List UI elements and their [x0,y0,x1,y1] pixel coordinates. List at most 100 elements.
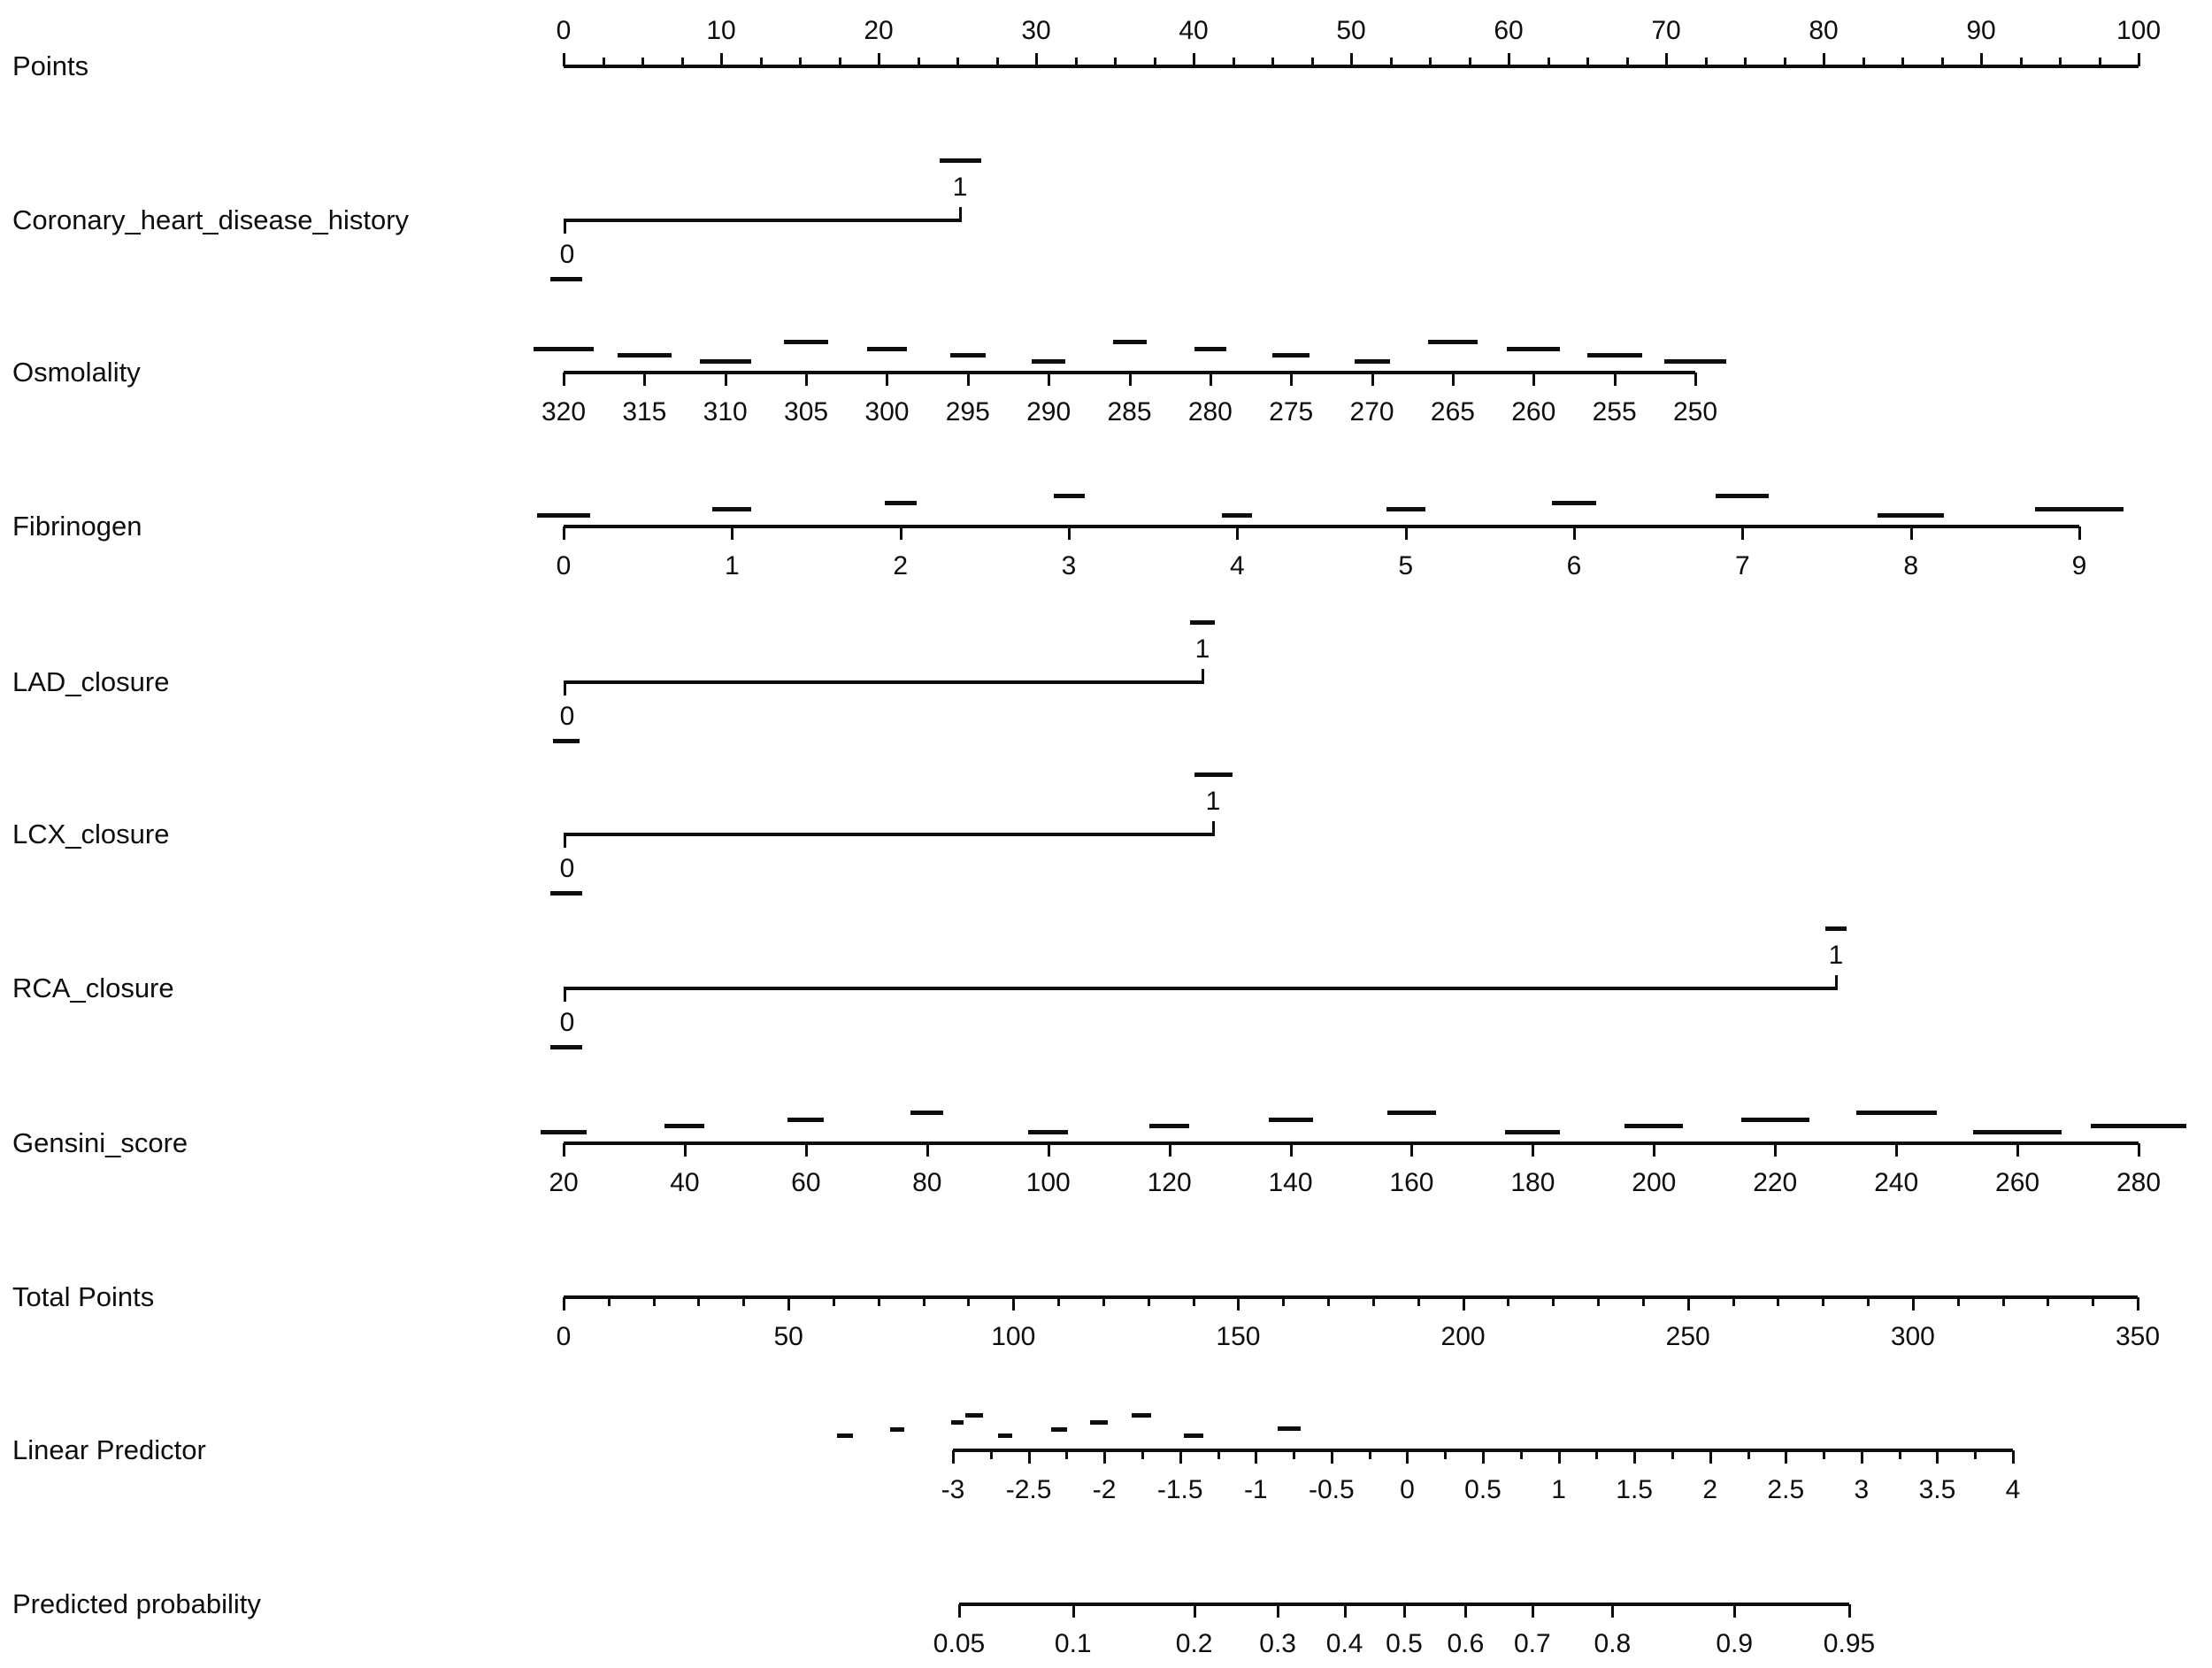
minor-tick-points [2059,58,2062,66]
major-tick-points [1508,53,1510,66]
level-dash-fibrinogen [1053,494,1085,498]
value-tick-gensini-score [2016,1143,2020,1157]
minor-tick-total-points [607,1297,611,1306]
minor-tick-points [1232,58,1235,66]
tick-label-linear-predictor: 1.5 [1616,1475,1653,1504]
axis-line-fibrinogen [564,525,2079,528]
minor-tick-linear-predictor [1671,1450,1674,1459]
value-tick-predicted-probability [958,1604,961,1618]
major-tick-points [1350,53,1353,66]
tick-label-linear-predictor: -1.5 [1156,1475,1203,1504]
minor-tick-linear-predictor [1823,1450,1826,1459]
minor-tick-total-points [967,1297,971,1306]
tick-label-total-points: 50 [773,1322,803,1351]
level-dash-gensini-score [1973,1130,2062,1134]
step-line-rca-closure [564,987,1838,990]
minor-tick-total-points [1327,1297,1331,1306]
minor-tick-total-points [2047,1297,2050,1306]
level-dash-gensini-score [1740,1118,1809,1122]
zero-label-rca-closure: 0 [559,1008,575,1037]
value-tick-osmolality [1048,373,1051,386]
level-dash-gensini-score [1624,1124,1684,1128]
tick-label-osmolality: 305 [784,397,829,427]
value-tick-predicted-probability [1531,1604,1534,1618]
tick-label-linear-predictor: 3 [1854,1475,1870,1504]
tick-label-gensini-score: 240 [1874,1168,1919,1197]
value-tick-predicted-probability [1343,1604,1347,1618]
value-tick-predicted-probability [1611,1604,1615,1618]
minor-tick-linear-predictor [1595,1450,1599,1459]
tick-label-linear-predictor: 2.5 [1767,1475,1805,1504]
row-label-gensini-score: Gensini_score [12,1127,188,1158]
tick-label-osmolality: 265 [1430,397,1475,427]
minor-tick-points [2098,58,2101,66]
tick-label-total-points: 200 [1440,1322,1486,1351]
tick-label-osmolality: 315 [622,397,667,427]
tick-label-total-points: 100 [991,1322,1036,1351]
level-dash-fibrinogen [1222,513,1253,518]
tick-label-linear-predictor: 1 [1551,1475,1566,1504]
tick-label-points: 50 [1336,16,1366,45]
tick-label-points: 40 [1179,16,1209,45]
minor-tick-points [1389,58,1393,66]
tick-label-points: 30 [1021,16,1051,45]
tick-label-linear-predictor: -1 [1243,1475,1268,1504]
major-tick-points [1665,53,1668,66]
minor-tick-linear-predictor [1368,1450,1371,1459]
minor-tick-points [602,58,605,66]
scatter-dash-linear-predictor [951,1420,964,1425]
tick-label-points: 0 [556,16,572,45]
level-dash-fibrinogen [884,501,917,505]
minor-tick-points [1114,58,1117,66]
minor-tick-points [1547,58,1550,66]
tick-label-osmolality: 300 [864,397,910,427]
minor-tick-points [1704,58,1708,66]
level-dash-osmolality [1586,353,1642,357]
minor-tick-points [1744,58,1747,66]
step-up-tick-coronary-heart-disease-history [959,207,962,220]
value-tick-fibrinogen [1068,527,1071,540]
tick-label-osmolality: 320 [541,397,587,427]
value-tick-osmolality [805,373,809,386]
minor-tick-points [838,58,841,66]
level-dash-gensini-score [2091,1124,2186,1128]
step-up-tick-lcx-closure [1212,821,1215,834]
level-dash-gensini-score [1386,1111,1436,1115]
minor-tick-total-points [877,1297,880,1306]
major-tick-linear-predictor [1406,1450,1409,1464]
minor-tick-total-points [1417,1297,1420,1306]
zero-label-lad-closure: 0 [559,702,575,731]
one-label-coronary-heart-disease-history: 1 [952,173,968,202]
step-down-tick-lad-closure [564,682,566,696]
tick-label-total-points: 0 [556,1322,572,1351]
major-tick-linear-predictor [1785,1450,1788,1464]
level-dash-gensini-score [1505,1130,1561,1134]
level-dash-osmolality [1032,359,1066,364]
major-tick-points [563,53,565,66]
value-tick-osmolality [1371,373,1374,386]
tick-label-predicted-probability: 0.3 [1259,1629,1296,1658]
level-dash-osmolality [949,353,986,357]
value-tick-predicted-probability [1733,1604,1737,1618]
level-dash-osmolality [784,340,829,344]
one-dash-coronary-heart-disease-history [939,158,981,163]
value-tick-fibrinogen [1236,527,1240,540]
minor-tick-total-points [2092,1297,2095,1306]
value-tick-predicted-probability [1403,1604,1406,1618]
tick-label-gensini-score: 60 [791,1168,821,1197]
value-tick-osmolality [643,373,647,386]
level-dash-osmolality [1194,347,1226,351]
major-tick-total-points [787,1297,791,1311]
tick-label-gensini-score: 20 [549,1168,579,1197]
tick-label-osmolality: 290 [1026,397,1071,427]
value-tick-gensini-score [1653,1143,1656,1157]
value-tick-gensini-score [926,1143,929,1157]
minor-tick-points [1271,58,1274,66]
tick-label-linear-predictor: 0 [1400,1475,1415,1504]
level-dash-gensini-score [664,1124,705,1128]
scatter-dash-linear-predictor [890,1427,904,1432]
tick-label-gensini-score: 80 [912,1168,942,1197]
minor-tick-points [1940,58,1944,66]
tick-label-gensini-score: 100 [1025,1168,1071,1197]
